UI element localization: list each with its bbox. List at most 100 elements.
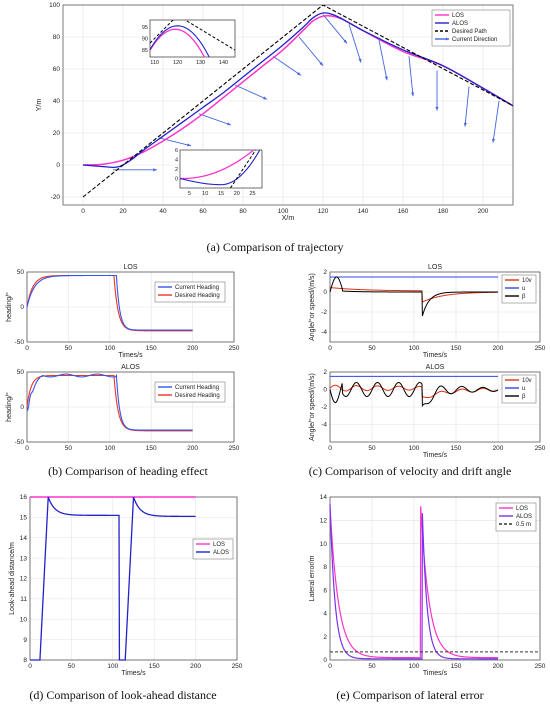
caption-e: (e) Comparison of lateral error [336,688,483,702]
chart-b2-legend-box [154,381,226,403]
chart-d-xtick-2: 100 [107,663,118,670]
chart-a-inset-bottom-curves [180,150,261,188]
chart-c2-xtick-0: 0 [328,445,332,452]
chart-c1-xtick-2: 100 [409,345,420,352]
chart-a-inset-top-ytick-0: 85 [142,48,148,54]
chart-c2-xtick-1: 50 [368,445,376,452]
chart-a-arrow-12 [492,100,500,143]
chart-e-ytick-2: 4 [323,611,327,618]
chart-c2-ytick-2: 0 [323,387,327,394]
chart-a-arrow-2 [198,113,232,126]
chart-a-ytick-6: 100 [49,2,60,9]
chart-e-ytick-6: 12 [320,517,328,524]
chart-e-xtick-5: 250 [535,663,546,670]
inset-top-los [150,28,206,57]
chart-a-arrowhead-7 [358,58,362,63]
chart-d-ytick-4: 12 [20,576,28,583]
chart-a-arrow-9 [408,56,414,97]
chart-b2-xtick-4: 200 [187,445,198,452]
chart-a-arrow-11 [464,86,470,127]
chart-a-arrowhead-2 [227,122,231,126]
inset-top-alos [150,25,210,57]
chart-c1-legend-label-0: 10v [522,278,532,284]
chart-e-ytick-7: 14 [320,494,328,501]
chart-b1-ylabel: heading/° [5,292,13,322]
chart-a-inset-bottom-ytick-2: 4 [175,158,178,164]
chart-a-inset-top-curves [150,20,235,57]
chart-e-legend: LOS ALOS 0.5 m [495,502,537,532]
chart-a-xtick-2: 40 [159,208,167,215]
chart-a-inset-top-ytick-2: 95 [142,25,148,31]
plots-layer: 0 20 40 60 80 100 120 140 160 180 200-200204060801… [5,2,546,677]
chart-a-xtick-6: 120 [318,208,329,215]
chart-e-frame [329,496,541,661]
caption-a: (a) Comparison of trajectory [207,240,344,254]
chart-e-ytick-3: 6 [323,587,327,594]
chart-e-ylabel: Lateral error/m [309,555,316,601]
chart-b2-legend: Current Heading Desired Heading [154,381,226,403]
chart-d-xtick-4: 200 [190,663,201,670]
chart-a-inset-bottom-xtick-1: 10 [202,191,208,197]
chart-c1-beta [329,276,498,317]
chart-a-legend-label-3: Current Direction [452,37,497,43]
chart-a-inset-top: 110 120 130 140 85 90 95 [142,19,236,66]
chart-c2-ylabel: Angle/°or speed/(m/s) [308,373,316,441]
chart-b2-current-heading [26,373,193,431]
chart-c1-xlabel: Times/s [423,352,448,359]
chart-e-xlabel: Times/s [423,670,448,677]
chart-b1-title: LOS [123,264,137,271]
chart-c2-legend-label-1: u [522,386,525,392]
chart-b1-legend: Current Heading Desired Heading [154,281,226,303]
chart-a-xtick-0: 0 [81,208,85,215]
chart-b1-legend-box [154,281,226,303]
chart-a-arrow-8 [378,40,388,81]
chart-a-arrowhead-1 [187,143,191,147]
chart-b1-xlabel: Times/s [118,352,143,359]
chart-b2-ylabel: heading/° [5,392,13,422]
chart-c2-series [329,375,499,408]
chart-c2-frame [329,371,541,443]
chart-a-arrow-5 [298,36,324,67]
chart-b1-ytick-1: 0 [20,304,24,311]
chart-a-ylabel: Y/m [36,99,43,112]
chart-a-legend-label-0: LOS [452,13,464,19]
chart-e-xtick-0: 0 [328,663,332,670]
chart-a-xlabel: X/m [282,215,295,222]
chart-d-ytick-1: 9 [23,637,27,644]
chart-c1-series [329,276,499,317]
chart-a-xtick-4: 80 [239,208,247,215]
chart-a-legend-label-2: Desired Path [452,29,487,35]
chart-b1-xtick-2: 100 [104,345,115,352]
chart-c2-xtick-5: 250 [535,445,546,452]
chart-a-inset-top-xtick-0: 110 [150,60,159,66]
chart-a-series-los [82,14,513,166]
chart-e-series [329,503,540,660]
chart-a-ytick-1: 0 [56,162,60,169]
chart-a-inset-bottom-ytick-3: 6 [175,148,178,154]
chart-d-legend-label-0: LOS [213,542,225,548]
chart-b2-title: ALOS [121,364,140,371]
chart-b1-ytick-0: -50 [15,339,25,346]
chart-b1-legend-label-1: Desired Heading [175,293,220,299]
chart-a-arrowhead-5 [319,61,323,66]
chart-a-inset-bottom-xtick-2: 15 [218,191,224,197]
chart-a-xtick-7: 140 [358,208,369,215]
chart-a-inset-top-ytick-1: 90 [142,37,148,43]
chart-e-ytick-5: 10 [320,541,328,548]
chart-e-alos [329,503,498,660]
chart-b2-xtick-2: 100 [104,445,115,452]
chart-c1-legend-label-2: β [522,294,526,300]
chart-a-series [82,5,513,198]
chart-c1-xtick-5: 250 [535,345,546,352]
chart-a-inset-bottom: 5 10 15 20 25 0 2 4 6 [175,148,263,197]
chart-d-xtick-3: 150 [149,663,160,670]
chart-c1-ytick-1: -2 [321,309,327,316]
inset-bottom-los [180,150,255,180]
chart-a-xtick-10: 200 [478,208,489,215]
chart-a-xtick-9: 180 [438,208,449,215]
chart-a-inset-bottom-ytick-1: 2 [175,167,178,173]
chart-a-legend-label-1: ALOS [452,21,468,27]
chart-a-legend: LOS ALOS Desired Path Current Direction [431,9,511,47]
chart-a-xtick-5: 100 [278,208,289,215]
chart-a-arrowhead-11 [463,122,467,127]
